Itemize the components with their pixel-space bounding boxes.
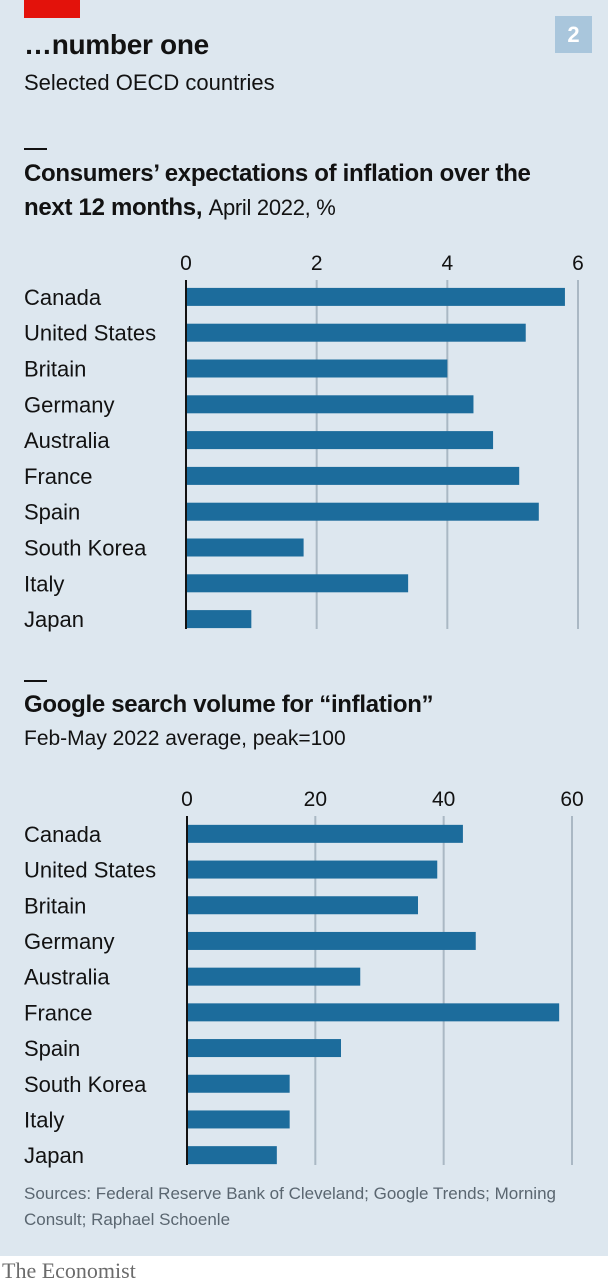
category-label: Spain [24, 500, 80, 525]
category-label: Britain [24, 357, 86, 382]
section-rule [24, 148, 47, 150]
bar-britain [186, 359, 448, 378]
category-label: Australia [24, 428, 110, 453]
bar-australia [187, 967, 361, 986]
bar-south-korea [187, 1074, 290, 1093]
bar-italy [187, 1110, 290, 1129]
tick-label: 0 [181, 788, 193, 811]
bar-australia [186, 431, 494, 450]
red-tag-logo [24, 0, 80, 18]
category-label: Japan [24, 1143, 84, 1168]
bar-canada [186, 287, 565, 306]
tick-label: 6 [572, 252, 584, 275]
bar-france [187, 1003, 560, 1022]
category-label: Spain [24, 1036, 80, 1061]
bar-united-states [186, 323, 526, 342]
category-label: South Korea [24, 536, 147, 561]
bar-japan [187, 1146, 277, 1165]
tick-label: 2 [311, 252, 323, 275]
category-label: Germany [24, 929, 114, 954]
tick-label: 60 [560, 788, 583, 811]
bar-france [186, 466, 520, 485]
bar-south-korea [186, 538, 304, 557]
chart2-title: Google search volume for “inflation” [24, 691, 434, 718]
bar-spain [187, 1039, 341, 1058]
bar-canada [187, 824, 463, 843]
category-label: South Korea [24, 1072, 147, 1097]
chart-number-badge: 2 [555, 16, 592, 53]
category-label: Canada [24, 285, 102, 310]
bar-spain [186, 502, 539, 521]
source-note: Sources: Federal Reserve Bank of Clevela… [24, 1184, 556, 1229]
chart1-title-text: Consumers’ expectations of inflation ove… [24, 160, 531, 221]
bar-italy [186, 574, 409, 593]
chart1-inflation-expectations: 0 2 4 6 Canada United States Britain Germany Aus… [24, 252, 584, 632]
brand-wordmark: The Economist [2, 1258, 136, 1283]
tick-label: 0 [180, 252, 192, 275]
section-rule [24, 680, 47, 682]
category-label: France [24, 1000, 92, 1025]
category-label: Australia [24, 965, 110, 990]
bar-germany [186, 395, 474, 414]
category-label: France [24, 464, 92, 489]
chart2-subtitle: Feb-May 2022 average, peak=100 [24, 727, 346, 750]
category-label: Canada [24, 822, 102, 847]
category-label: Britain [24, 893, 86, 918]
category-label: Germany [24, 392, 114, 417]
main-title: …number one [24, 29, 209, 60]
category-label: United States [24, 858, 156, 883]
bar-germany [187, 931, 476, 950]
tick-label: 40 [432, 788, 455, 811]
bar-britain [187, 896, 418, 915]
main-subtitle: Selected OECD countries [24, 70, 275, 95]
chart1-title: Consumers’ expectations of inflation ove… [24, 157, 584, 225]
bar-united-states [187, 860, 438, 879]
tick-label: 20 [304, 788, 327, 811]
category-label: Japan [24, 607, 84, 632]
category-label: Italy [24, 571, 64, 596]
chart-card: 2 …number one Selected OECD countries Co… [0, 0, 608, 1256]
chart2-google-search-volume: 0 20 40 60 Canada United States Britain Germany… [24, 788, 584, 1168]
category-label: Italy [24, 1107, 64, 1132]
bar-japan [186, 610, 252, 629]
chart1-title-unit: April 2022, % [208, 195, 336, 220]
tick-label: 4 [441, 252, 453, 275]
category-label: United States [24, 321, 156, 346]
